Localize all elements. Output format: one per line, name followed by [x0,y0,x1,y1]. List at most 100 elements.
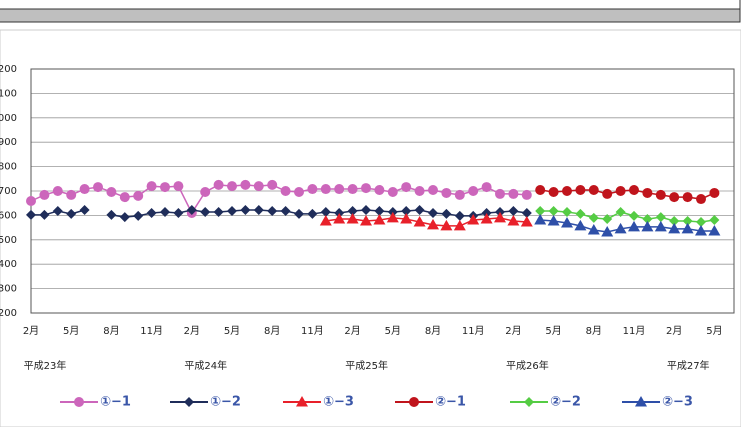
data-point [119,212,130,223]
data-point [629,185,639,196]
legend-item: ②−3 [622,395,693,410]
data-point [307,208,318,219]
data-point [26,196,36,207]
data-point [173,207,184,218]
y-tick-label: 1100 [0,88,17,99]
data-point [615,206,626,217]
data-point [427,218,439,230]
data-point [575,185,586,196]
data-point [387,186,398,197]
data-point [454,210,465,221]
data-point [507,215,520,226]
x-tick-label: 2月 [23,325,39,337]
x-tick-label: 5月 [385,325,401,337]
legend-text: ②−3 [662,395,693,410]
data-point [280,206,291,217]
data-point [146,207,157,218]
data-point [681,222,694,234]
x-tick-label: 5月 [63,325,79,337]
data-point [240,179,251,190]
data-point [146,181,157,192]
x-tick-label: 11月 [462,325,485,337]
legend-marker [635,396,647,407]
data-point [428,185,438,196]
data-point [106,209,117,220]
legend-marker [184,397,194,407]
data-point [319,215,332,226]
data-point [66,208,77,219]
data-point [253,205,264,216]
data-point [562,186,572,196]
data-point [696,216,706,227]
data-point [655,189,666,200]
y-tick-label: 700 [0,186,17,197]
data-point [360,215,372,226]
data-point [708,225,721,236]
x-tick-label: 8月 [103,325,119,337]
data-point [160,182,170,193]
data-point [374,206,385,217]
y-tick-label: 900 [0,137,17,148]
legend-text: ①−1 [100,395,131,410]
x-tick-label: 8月 [586,325,602,337]
x-tick-label: 8月 [425,325,441,337]
data-point [615,186,626,196]
x-tick-label: 11月 [623,325,646,337]
data-point [520,215,533,227]
y-tick-label: 600 [0,210,17,221]
data-point [629,210,639,221]
y-tick-label: 1200 [0,64,17,75]
data-point [307,184,318,195]
data-point [575,208,586,219]
data-point [200,186,211,197]
data-point [227,206,237,217]
data-point [521,207,532,218]
data-point [253,181,264,192]
data-point [240,205,251,216]
data-point [494,211,506,223]
data-point [414,186,425,196]
data-point [548,186,559,197]
data-point [535,206,546,217]
data-point [52,186,63,196]
data-point [347,206,358,217]
data-point [267,179,278,190]
data-point [39,189,50,200]
data-point [39,209,50,220]
data-point [696,194,706,205]
x-tick-label: 8月 [264,325,280,337]
data-point [361,205,371,216]
data-point [508,206,519,217]
data-point [294,208,304,219]
data-point [294,186,304,197]
x-group-label: 平成27年 [667,359,710,372]
y-tick-label: 500 [0,235,17,246]
data-point [213,179,224,190]
data-point [374,185,385,196]
data-point [267,206,278,217]
data-point [441,208,452,219]
y-tick-label: 200 [0,308,17,319]
data-point [614,222,627,234]
y-tick-label: 400 [0,259,17,270]
data-point [79,205,90,216]
data-point [682,216,693,227]
legend-item: ②−2 [510,395,581,410]
data-point [508,188,519,199]
x-tick-label: 2月 [666,325,682,337]
data-point [333,213,346,224]
data-point [669,192,680,203]
x-tick-label: 11月 [301,325,324,337]
x-tick-label: 2月 [505,325,521,337]
data-point [66,189,77,200]
y-tick-label: 1000 [0,113,17,124]
y-tick-label: 800 [0,162,17,173]
data-point [79,184,90,195]
data-point [441,187,452,198]
legend-text: ②−1 [435,395,466,410]
series-line [325,217,527,227]
data-point [227,181,237,192]
data-point [682,192,693,203]
data-point [521,189,532,200]
